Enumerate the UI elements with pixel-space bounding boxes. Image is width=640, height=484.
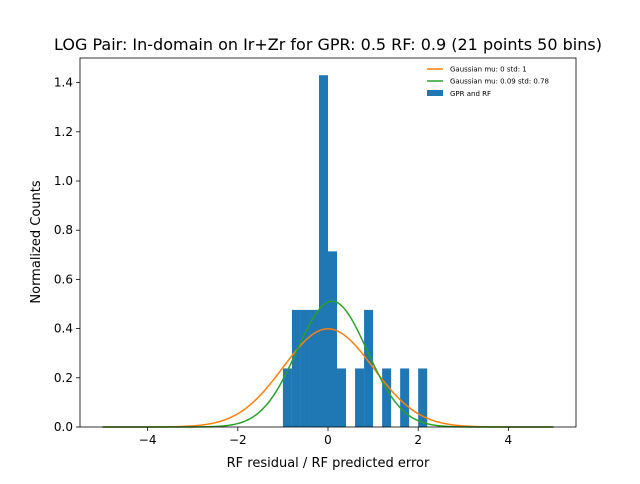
- y-tick-label: 0.8: [54, 223, 73, 237]
- histogram-bar-11: [400, 368, 410, 427]
- y-tick-label: 0.4: [54, 322, 73, 336]
- histogram-bar-1: [291, 309, 301, 427]
- x-axis-ticks: −4 −2 0 2 4: [139, 427, 512, 447]
- x-tick-label: 2: [414, 433, 422, 447]
- histogram-bar-5: [328, 251, 338, 427]
- histogram-bar-3: [309, 309, 319, 427]
- legend-entry-green: Gaussian mu: 0.09 std: 0.78: [427, 78, 549, 86]
- y-tick-label: 0.6: [54, 272, 73, 286]
- legend-label-green: Gaussian mu: 0.09 std: 0.78: [450, 78, 549, 86]
- legend-label-histogram: GPR and RF: [450, 90, 491, 98]
- y-tick-label: 0.2: [54, 371, 73, 385]
- chart-title: LOG Pair: In-domain on Ir+Zr for GPR: 0.…: [54, 35, 602, 54]
- x-axis-label: RF residual / RF predicted error: [227, 456, 430, 471]
- histogram-bar-0: [282, 368, 292, 427]
- histogram-bar-6: [337, 368, 347, 427]
- histogram-bar-9: [364, 309, 374, 427]
- histogram-bar-8: [355, 368, 365, 427]
- y-tick-label: 1.2: [54, 125, 73, 139]
- x-tick-label: 4: [505, 433, 513, 447]
- y-tick-label: 1.4: [54, 76, 73, 90]
- legend-label-orange: Gaussian mu: 0 std: 1: [450, 66, 527, 74]
- histogram-bar-4: [318, 75, 328, 427]
- legend-entry-orange: Gaussian mu: 0 std: 1: [427, 66, 527, 74]
- histogram-bar-10: [382, 368, 392, 427]
- x-tick-label: −4: [139, 433, 157, 447]
- legend-swatch-histogram: [427, 90, 443, 96]
- y-tick-label: 0.0: [54, 420, 73, 434]
- x-tick-label: −2: [229, 433, 247, 447]
- legend-entry-histogram: GPR and RF: [427, 90, 491, 98]
- chart-legend: Gaussian mu: 0 std: 1 Gaussian mu: 0.09 …: [427, 66, 549, 98]
- y-tick-label: 1.0: [54, 174, 73, 188]
- histogram-bar-2: [300, 309, 310, 427]
- histogram-bars: [282, 75, 428, 427]
- y-axis-label: Normalized Counts: [29, 180, 44, 303]
- x-tick-label: 0: [324, 433, 332, 447]
- histogram-bar-12: [418, 368, 428, 427]
- y-axis-ticks: 0.0 0.2 0.4 0.6 0.8 1.0 1.2 1.4: [54, 76, 80, 434]
